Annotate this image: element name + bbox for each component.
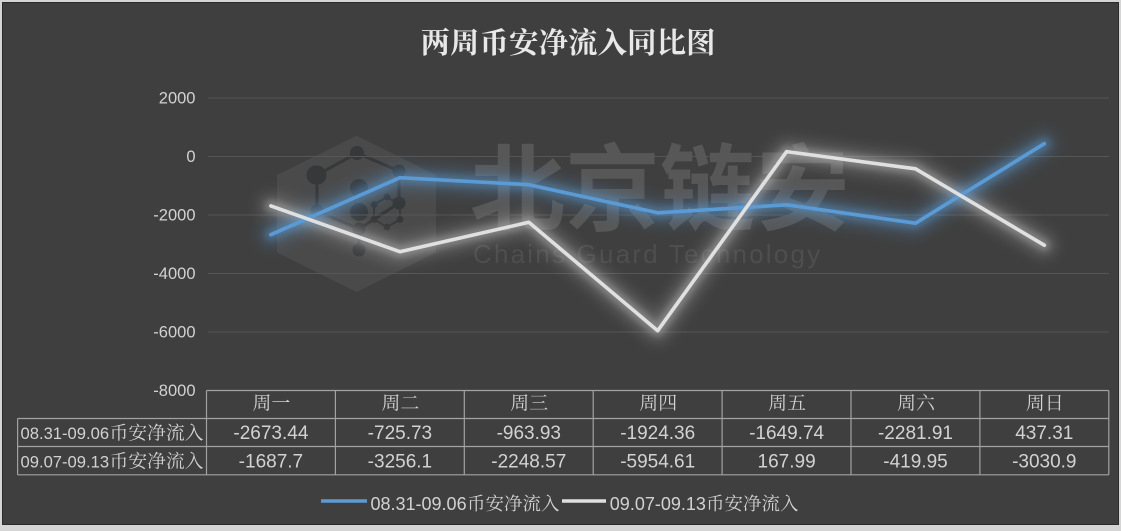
svg-text:-419.95: -419.95 (883, 451, 947, 472)
svg-text:-5954.61: -5954.61 (620, 451, 695, 472)
svg-text:2000: 2000 (159, 90, 196, 108)
svg-text:09.07-09.13: 09.07-09.13 (21, 452, 110, 471)
svg-text:-4000: -4000 (153, 265, 195, 283)
svg-text:-2673.44: -2673.44 (233, 423, 308, 444)
svg-text:08.31-09.06: 08.31-09.06 (21, 424, 110, 443)
svg-text:0: 0 (186, 148, 195, 166)
svg-text:-6000: -6000 (153, 324, 195, 342)
svg-text:-2000: -2000 (153, 207, 195, 225)
svg-text:-2248.57: -2248.57 (491, 451, 566, 472)
svg-text:-1687.7: -1687.7 (239, 451, 303, 472)
svg-text:08.31-09.06: 08.31-09.06 (371, 494, 467, 514)
svg-text:-3256.1: -3256.1 (368, 451, 432, 472)
svg-text:09.07-09.13: 09.07-09.13 (610, 494, 706, 514)
svg-text:-8000: -8000 (153, 382, 195, 400)
svg-text:Chains Guard Technology: Chains Guard Technology (473, 239, 822, 269)
svg-text:437.31: 437.31 (1015, 423, 1073, 444)
svg-text:-3030.9: -3030.9 (1012, 451, 1076, 472)
svg-text:-1924.36: -1924.36 (620, 423, 695, 444)
svg-text:-963.93: -963.93 (497, 423, 561, 444)
svg-text:-725.73: -725.73 (368, 423, 432, 444)
svg-text:-2281.91: -2281.91 (878, 423, 953, 444)
svg-text:-1649.74: -1649.74 (749, 423, 824, 444)
svg-text:167.99: 167.99 (758, 451, 816, 472)
